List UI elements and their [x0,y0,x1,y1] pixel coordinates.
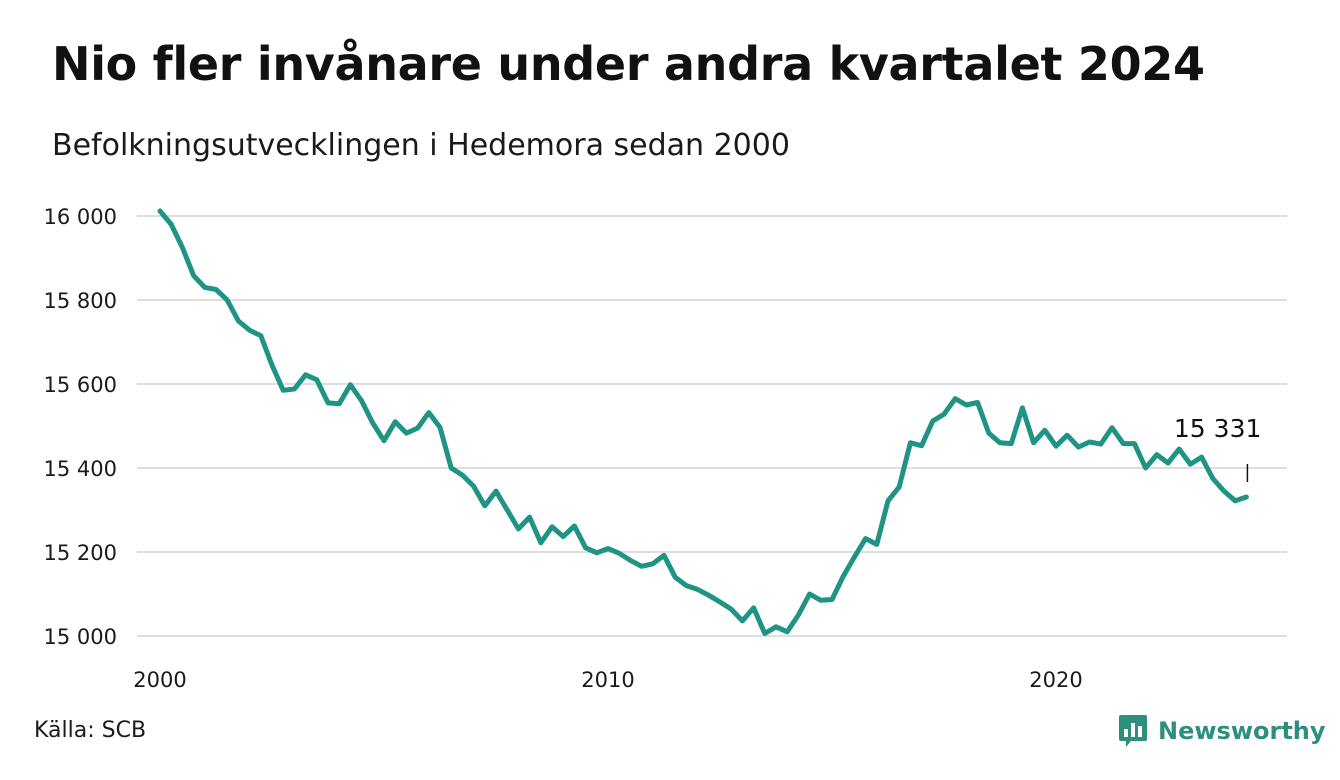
chart-subtitle: Befolkningsutvecklingen i Hedemora sedan… [52,128,790,163]
annotation-label: 15 331 [1174,414,1261,443]
x-tick-label: 2000 [133,668,186,692]
y-tick-label: 15 200 [44,541,117,565]
y-tick-label: 15 000 [44,625,117,649]
newsworthy-logo-icon [1119,715,1147,747]
brand-logo: Newsworthy [1118,712,1326,750]
y-tick-label: 15 600 [44,373,117,397]
y-tick-label: 15 800 [44,289,117,313]
y-tick-label: 16 000 [44,205,117,229]
series-line [157,208,1249,636]
brand-name: Newsworthy [1158,717,1326,745]
y-tick-label: 15 400 [44,457,117,481]
chart-title: Nio fler invånare under andra kvartalet … [52,37,1205,91]
x-tick-label: 2010 [581,668,634,692]
x-tick-label: 2020 [1029,668,1082,692]
source-note: Källa: SCB [34,718,147,743]
